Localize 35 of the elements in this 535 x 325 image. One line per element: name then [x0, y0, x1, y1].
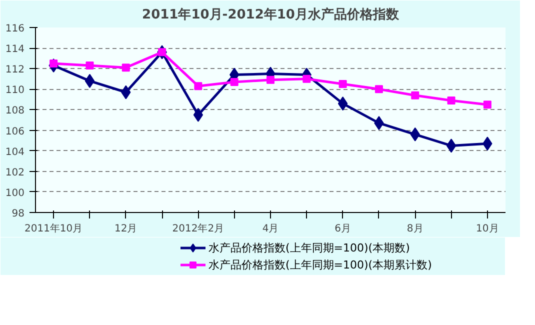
point — [446, 138, 456, 153]
point — [194, 82, 202, 90]
x-tick-label: 12月 — [114, 224, 138, 234]
y-tick-label: 102 — [5, 167, 25, 178]
x-tick-label: 8月 — [406, 224, 424, 234]
point — [411, 91, 420, 100]
y-tick-label: 98 — [12, 208, 25, 220]
y-tick-label: 112 — [5, 64, 25, 76]
point — [374, 85, 383, 94]
y-tick-label: 104 — [5, 146, 25, 158]
point — [84, 74, 95, 88]
point — [86, 62, 94, 70]
point — [302, 74, 311, 83]
y-tick-label: 114 — [5, 44, 25, 56]
point — [122, 64, 130, 72]
y-tick-label: 100 — [5, 188, 25, 199]
chart-title: 2011年10月-2012年10月水产品价格指数 — [142, 6, 400, 22]
y-tick-label: 110 — [5, 85, 25, 96]
x-tick-label: 2012年2月 — [172, 222, 224, 234]
y-tick-label: 108 — [5, 106, 25, 117]
point — [338, 80, 347, 88]
point — [193, 108, 204, 122]
y-tick-label: 116 — [5, 24, 25, 34]
point — [338, 96, 348, 111]
y-tick-label: 106 — [5, 126, 25, 138]
legend-label: 水产品价格指数(上年同期=100)(本期数) — [208, 242, 410, 254]
legend-label: 水产品价格指数(上年同期=100)(本期累计数) — [208, 258, 432, 272]
x-tick-label: 2011年10月 — [24, 222, 83, 234]
x-tick-label: 10月 — [476, 224, 499, 234]
point — [266, 76, 274, 84]
point — [230, 78, 238, 86]
x-tick-label: 6月 — [334, 224, 351, 234]
x-tick-label: 4月 — [262, 224, 279, 234]
point — [483, 100, 492, 109]
point — [447, 96, 456, 104]
